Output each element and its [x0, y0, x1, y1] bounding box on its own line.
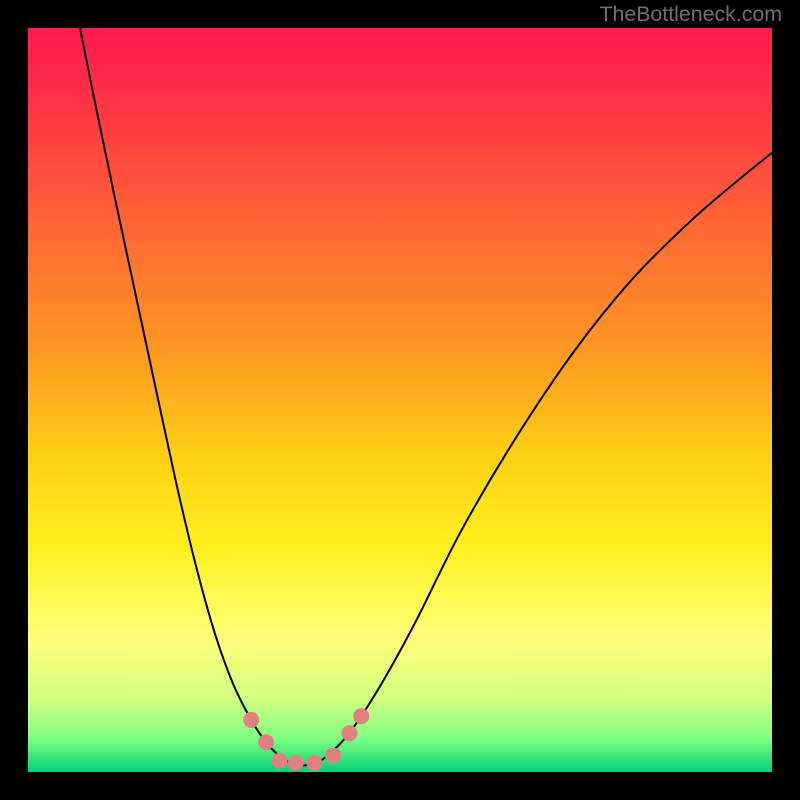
marker-point — [243, 712, 259, 728]
chart-svg — [0, 0, 800, 800]
watermark-text: TheBottleneck.com — [599, 2, 782, 27]
chart-stage: TheBottleneck.com — [0, 0, 800, 800]
marker-point — [258, 734, 274, 750]
marker-point — [341, 725, 357, 741]
plot-background-gradient — [28, 28, 772, 772]
marker-point — [353, 708, 369, 724]
marker-point — [306, 755, 322, 771]
marker-point — [325, 748, 341, 764]
marker-point — [288, 755, 304, 771]
marker-point — [271, 753, 287, 769]
